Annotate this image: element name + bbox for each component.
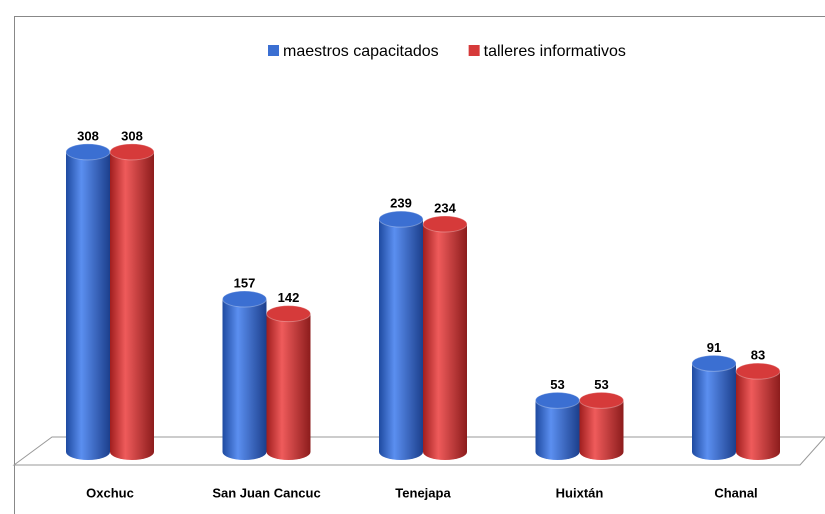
bar-body bbox=[535, 400, 580, 452]
bar-top bbox=[535, 391, 580, 409]
bar-body bbox=[692, 363, 736, 452]
x-tick-label: Huixtán bbox=[556, 485, 604, 500]
bar-body bbox=[579, 400, 624, 452]
bar bbox=[222, 290, 267, 460]
frame bbox=[14, 16, 825, 514]
x-tick-label: Tenejapa bbox=[395, 485, 451, 500]
bar-body bbox=[736, 371, 780, 452]
bar-base bbox=[692, 444, 736, 460]
bar-base bbox=[379, 444, 423, 460]
bar-top bbox=[735, 362, 781, 380]
bar bbox=[266, 305, 311, 460]
x-tick-label: Chanal bbox=[714, 485, 757, 500]
legend-swatch bbox=[268, 45, 279, 56]
bar-base bbox=[266, 444, 311, 460]
bar bbox=[65, 143, 111, 460]
bar-base bbox=[423, 444, 467, 460]
bar-body bbox=[222, 299, 267, 452]
bar bbox=[422, 215, 468, 460]
bar-base bbox=[66, 444, 110, 460]
bar-top bbox=[691, 354, 737, 372]
bar-top bbox=[378, 210, 424, 228]
bar bbox=[378, 210, 424, 460]
bar-top bbox=[109, 143, 155, 161]
bar-base bbox=[736, 444, 780, 460]
x-tick-label: San Juan Cancuc bbox=[212, 485, 320, 500]
value-label: 234 bbox=[434, 200, 456, 215]
value-label: 53 bbox=[594, 377, 608, 392]
bar-body bbox=[110, 151, 154, 453]
value-label: 308 bbox=[77, 128, 99, 143]
bar-top bbox=[222, 290, 267, 308]
bar-base bbox=[110, 444, 154, 460]
value-label: 157 bbox=[234, 275, 256, 290]
bar-body bbox=[379, 219, 423, 452]
legend-label: talleres informativos bbox=[484, 43, 626, 60]
bar-base bbox=[535, 444, 580, 460]
legend-swatch bbox=[468, 45, 480, 56]
value-label: 308 bbox=[121, 128, 143, 143]
bar-body bbox=[266, 313, 311, 452]
value-label: 239 bbox=[390, 196, 412, 211]
bar bbox=[579, 391, 624, 460]
bar bbox=[691, 354, 737, 460]
bar-body bbox=[66, 151, 110, 453]
bar-base bbox=[222, 444, 267, 460]
bar-top bbox=[422, 215, 468, 233]
value-label: 83 bbox=[751, 348, 765, 363]
bar bbox=[735, 362, 781, 460]
bar-top bbox=[579, 391, 624, 409]
value-label: 142 bbox=[278, 290, 300, 305]
bar bbox=[109, 143, 155, 460]
x-tick-label: Oxchuc bbox=[86, 485, 134, 500]
bar-top bbox=[65, 143, 111, 161]
bar-base bbox=[579, 444, 624, 460]
bar-body bbox=[423, 224, 467, 452]
value-label: 53 bbox=[550, 377, 564, 392]
legend-label: maestros capacitados bbox=[283, 43, 439, 60]
bar bbox=[535, 391, 580, 460]
bar-top bbox=[266, 305, 311, 323]
value-label: 91 bbox=[707, 340, 721, 355]
